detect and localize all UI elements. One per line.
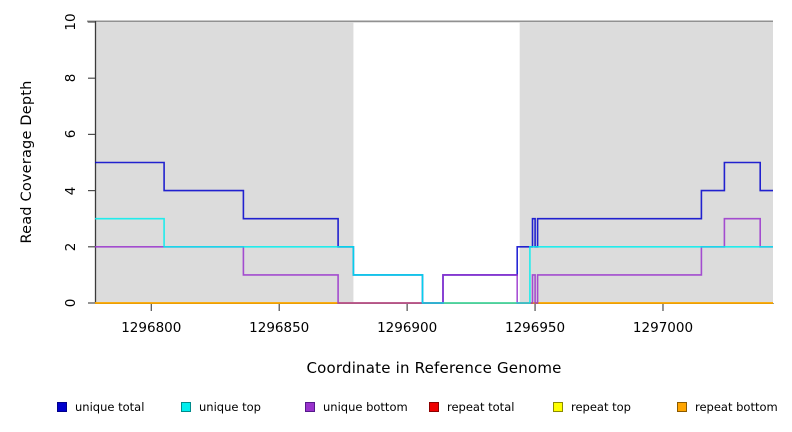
- y-tick-label: 10: [63, 13, 79, 31]
- series-line-unique-bottom: [95, 217, 773, 304]
- x-tick-label: 1296800: [121, 320, 182, 336]
- x-tick-label: 1296950: [504, 320, 566, 336]
- y-tick-label: 2: [63, 242, 79, 252]
- x-tick-label: 1296850: [249, 320, 310, 336]
- series-line-unique-top: [95, 217, 773, 304]
- series-line-unique-total: [95, 161, 773, 304]
- y-tick-label: 4: [63, 186, 79, 195]
- y-tick-label: 8: [63, 73, 79, 83]
- y-tick-label: 6: [63, 130, 79, 139]
- x-tick-label: 1296900: [377, 320, 438, 336]
- x-axis-title: Coordinate in Reference Genome: [306, 359, 562, 377]
- y-tick-label: 0: [63, 298, 79, 308]
- x-tick-label: 1297000: [632, 320, 694, 336]
- y-axis-title: Read Coverage Depth: [19, 80, 35, 244]
